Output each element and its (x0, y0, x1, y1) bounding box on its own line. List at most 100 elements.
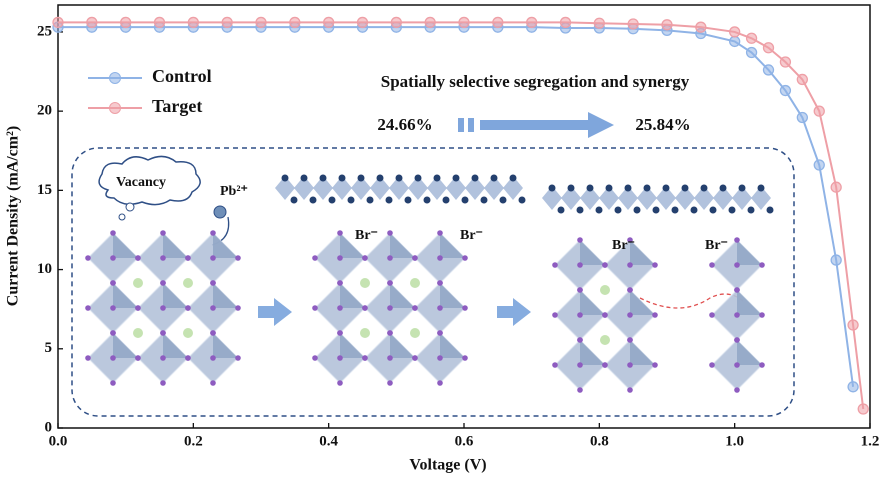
atom (312, 355, 318, 361)
atom (602, 362, 608, 368)
x-tick-label: 0.6 (455, 433, 474, 449)
atom (709, 262, 715, 268)
ligand (557, 206, 565, 214)
ligand (461, 196, 469, 204)
point (120, 16, 132, 29)
octahedron-face (390, 333, 415, 358)
ligand (328, 196, 336, 204)
x-tick-label: 0.4 (319, 433, 338, 449)
atom (709, 362, 715, 368)
legend-marker (109, 72, 121, 84)
atom (337, 255, 343, 261)
point (745, 32, 758, 44)
atom (437, 230, 443, 236)
atom (577, 387, 583, 393)
point (847, 381, 859, 393)
ion-label: Br⁻ (460, 228, 483, 243)
ligand (338, 174, 346, 182)
atom (412, 305, 418, 311)
atom (160, 305, 166, 311)
arrow (497, 298, 531, 326)
octahedron-face (213, 233, 238, 258)
atom (437, 380, 443, 386)
point (813, 105, 825, 117)
point (52, 16, 64, 29)
ligand-cell (370, 176, 390, 200)
atom (387, 280, 393, 286)
atom (387, 355, 393, 361)
ligand (700, 184, 708, 192)
octahedron-face (440, 283, 465, 308)
atom (577, 337, 583, 343)
ligand-cell (446, 176, 466, 200)
atom (210, 330, 216, 336)
atom (652, 312, 658, 318)
atom (462, 305, 468, 311)
atom (412, 355, 418, 361)
atom (160, 355, 166, 361)
efficiency-before: 24.66% (377, 115, 432, 134)
atom (627, 337, 633, 343)
ligand (595, 206, 603, 214)
atom (462, 355, 468, 361)
atom (235, 355, 241, 361)
y-tick-label: 20 (37, 103, 52, 119)
atom (110, 280, 116, 286)
ligand-cell (542, 186, 562, 210)
octahedron-face (213, 333, 238, 358)
ligand (633, 206, 641, 214)
point (492, 16, 504, 29)
ligand-cell (675, 186, 695, 210)
point (593, 17, 605, 29)
ligand-cell (465, 176, 485, 200)
point (729, 26, 741, 38)
atom (362, 255, 368, 261)
octahedron-face (113, 283, 138, 308)
octahedron-face (213, 283, 238, 308)
ligand (452, 174, 460, 182)
point (695, 21, 707, 33)
y-tick-label: 10 (37, 261, 52, 277)
ligand (414, 174, 422, 182)
ligand-cell (484, 176, 504, 200)
ion-label: Br⁻ (355, 228, 378, 243)
ligand-cell (332, 176, 352, 200)
point (847, 319, 859, 331)
atom (85, 255, 91, 261)
point (830, 254, 842, 266)
atom (337, 280, 343, 286)
atom (210, 230, 216, 236)
atom (627, 362, 633, 368)
atom (337, 305, 343, 311)
ligand (404, 196, 412, 204)
atom (160, 330, 166, 336)
atom (759, 312, 765, 318)
atom (387, 255, 393, 261)
point (323, 16, 335, 29)
atom (235, 255, 241, 261)
ligand (509, 174, 517, 182)
ligand (309, 196, 317, 204)
ligand (490, 174, 498, 182)
ligand-cell (751, 186, 771, 210)
ligand (690, 206, 698, 214)
y-tick-label: 5 (45, 340, 53, 356)
ligand (357, 174, 365, 182)
y-axis-label: Current Density (mA/cm²) (5, 126, 22, 306)
y-tick-label: 0 (45, 419, 53, 435)
ligand (300, 174, 308, 182)
ligand (395, 174, 403, 182)
atom (210, 280, 216, 286)
atom (552, 312, 558, 318)
vacancy-label: Vacancy (116, 175, 166, 190)
point (559, 16, 572, 29)
x-tick-label: 1.2 (861, 433, 880, 449)
atom (437, 355, 443, 361)
atom (312, 255, 318, 261)
ligand-cell (313, 176, 333, 200)
atom (734, 362, 740, 368)
atom (652, 362, 658, 368)
legend-label: Control (152, 66, 212, 86)
octahedron-face (737, 240, 762, 265)
